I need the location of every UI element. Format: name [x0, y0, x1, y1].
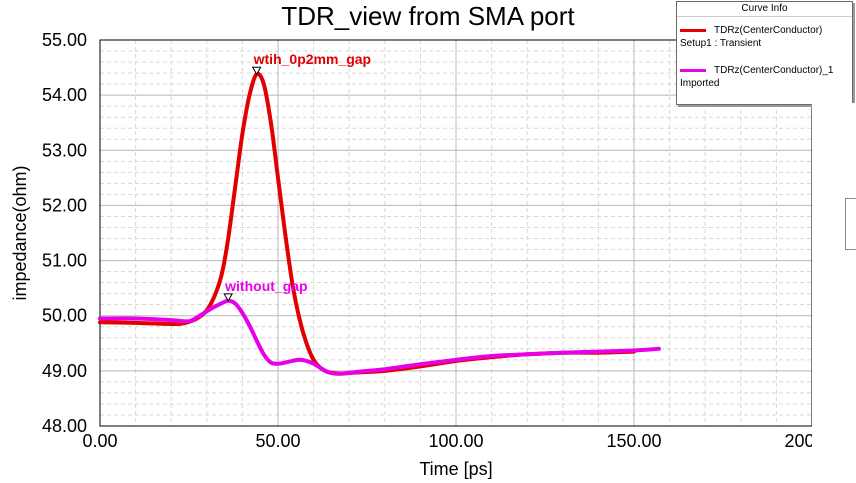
y-tick-label: 53.00	[42, 140, 87, 160]
y-tick-label: 50.00	[42, 306, 87, 326]
marker-layer: wtih_0p2mm_gap without_gap	[223, 51, 371, 302]
y-axis-label: impedance(ohm)	[10, 165, 30, 300]
marker-label-2: without_gap	[224, 278, 307, 294]
legend-title: Curve Info	[677, 2, 852, 17]
marker-label-1: wtih_0p2mm_gap	[253, 51, 371, 67]
series-line-2	[98, 298, 661, 376]
legend-entry-series-1[interactable]: TDRz(CenterConductor) Setup1 : Transient	[680, 24, 850, 50]
curve-info-legend[interactable]: Curve Info TDRz(CenterConductor) Setup1 …	[676, 1, 853, 105]
y-tick-label: 52.00	[42, 195, 87, 215]
legend-series-source: Setup1 : Transient	[680, 38, 762, 49]
axis-ticks: 0.0050.00100.00150.00200.0048.0049.0050.…	[42, 30, 840, 451]
x-tick-label: 100.00	[428, 431, 483, 451]
side-widget-stub[interactable]	[845, 198, 856, 250]
marker-triangle-2	[223, 293, 234, 302]
marker-triangle-1	[251, 66, 262, 76]
x-axis-label: Time [ps]	[419, 459, 492, 479]
legend-series-name: TDRz(CenterConductor)	[714, 25, 823, 36]
legend-swatch	[680, 69, 706, 72]
y-tick-label: 54.00	[42, 85, 87, 105]
x-tick-label: 50.00	[255, 431, 300, 451]
y-tick-label: 51.00	[42, 251, 87, 271]
legend-swatch	[680, 29, 706, 32]
legend-series-source: Imported	[680, 78, 720, 89]
side-panel	[812, 103, 856, 483]
x-tick-label: 150.00	[606, 431, 661, 451]
y-tick-label: 55.00	[42, 30, 87, 50]
legend-series-name: TDRz(CenterConductor)_1	[714, 65, 834, 76]
series-layer	[98, 71, 661, 376]
chart-title: TDR_view from SMA port	[281, 1, 575, 31]
y-tick-label: 49.00	[42, 361, 87, 381]
x-tick-label: 0.00	[82, 431, 117, 451]
y-tick-label: 48.00	[42, 416, 87, 436]
legend-entry-series-2[interactable]: TDRz(CenterConductor)_1 Imported	[680, 64, 850, 90]
